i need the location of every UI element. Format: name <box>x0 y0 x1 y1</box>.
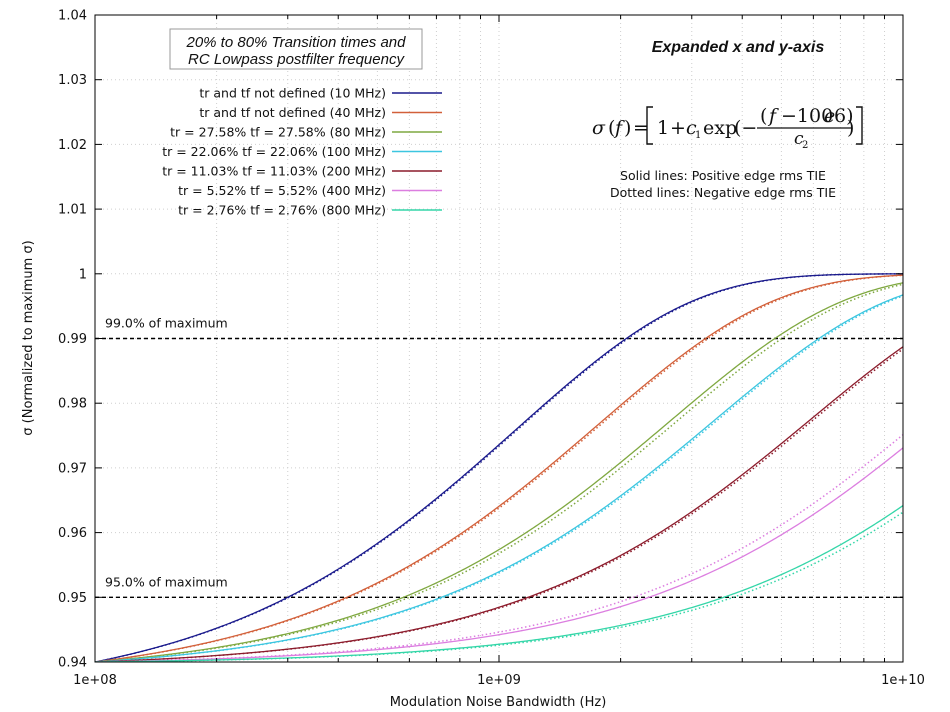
series-4-solid-line <box>95 294 903 662</box>
svg-text:(: ( <box>760 105 767 127</box>
legend-label: tr = 11.03% tf = 11.03% (200 MHz) <box>162 164 386 179</box>
svg-text:−100: −100 <box>781 105 833 127</box>
y-tick-label: 0.97 <box>58 461 87 476</box>
svg-text:σ: σ <box>592 117 606 139</box>
svg-text:e: e <box>824 105 835 127</box>
y-tick-label: 0.96 <box>58 526 87 541</box>
svg-text:f: f <box>767 105 779 127</box>
reference-line-label: 99.0% of maximum <box>105 316 228 331</box>
y-tick-label: 0.99 <box>58 332 87 347</box>
equation: σ ( f ) = 1 + c 1 exp (− ( f −100 e 6) c… <box>592 105 863 151</box>
y-tick-label: 0.94 <box>58 656 87 671</box>
note-solid-lines: Solid lines: Positive edge rms TIE <box>620 168 826 183</box>
series-curves <box>95 273 903 662</box>
series-2-solid-line <box>95 274 903 662</box>
svg-text:c: c <box>686 117 697 139</box>
y-tick-label: 1.03 <box>58 73 87 88</box>
y-tick-label: 1.01 <box>58 203 87 218</box>
y-tick-label: 0.98 <box>58 397 87 412</box>
svg-text:): ) <box>847 117 854 139</box>
svg-text:+: + <box>670 117 686 139</box>
x-axis-label: Modulation Noise Bandwidth (Hz) <box>390 695 607 710</box>
svg-text:(: ( <box>608 117 615 139</box>
y-tick-label: 1 <box>79 267 87 282</box>
legend-label: tr = 27.58% tf = 27.58% (80 MHz) <box>170 125 386 140</box>
legend-label: tr = 22.06% tf = 22.06% (100 MHz) <box>162 144 386 159</box>
series-7-dotted-line <box>95 511 903 662</box>
series-6-solid-line <box>95 447 903 662</box>
axis-ticks: 0.94 0.95 0.96 0.97 0.98 0.99 1 1.01 1.02 1.03 1.0… <box>58 9 925 689</box>
y-tick-label: 1.04 <box>58 9 87 24</box>
series-4-dotted-line <box>95 295 903 662</box>
svg-text:(−: (− <box>734 117 757 139</box>
legend-label: tr and tf not defined (40 MHz) <box>199 105 386 120</box>
legend: tr and tf not defined (10 MHz) tr and tf … <box>162 86 442 218</box>
svg-text:f: f <box>613 117 625 139</box>
box-title-line-2: RC Lowpass postfilter frequency <box>188 51 405 68</box>
legend-label: tr = 2.76% tf = 2.76% (800 MHz) <box>178 203 386 218</box>
x-tick-label: 1e+10 <box>881 673 925 688</box>
chart-title: Expanded x and y-axis <box>652 39 825 56</box>
reference-lines: 99.0% of maximum 95.0% of maximum <box>95 316 903 598</box>
note-dotted-lines: Dotted lines: Negative edge rms TIE <box>610 185 836 200</box>
y-axis-label: σ (Normalized to maximum σ) <box>21 240 36 435</box>
svg-text:=: = <box>633 117 649 139</box>
series-5-solid-line <box>95 346 903 662</box>
box-title-line-1: 20% to 80% Transition times and <box>185 34 406 51</box>
svg-text:c: c <box>794 129 804 149</box>
series-7-solid-line <box>95 505 903 662</box>
svg-text:6): 6) <box>834 105 854 127</box>
reference-line-label: 95.0% of maximum <box>105 574 228 589</box>
svg-text:): ) <box>624 117 631 139</box>
legend-label: tr and tf not defined (10 MHz) <box>199 86 386 101</box>
series-3-dotted-line <box>95 283 903 662</box>
svg-text:exp: exp <box>703 117 737 139</box>
grid <box>95 15 903 662</box>
series-5-dotted-line <box>95 348 903 662</box>
series-3-solid-line <box>95 282 903 662</box>
y-tick-label: 0.95 <box>58 591 87 606</box>
box-title-frame <box>169 28 423 70</box>
svg-text:1: 1 <box>695 130 701 141</box>
svg-text:2: 2 <box>802 140 808 151</box>
legend-label: tr = 5.52% tf = 5.52% (400 MHz) <box>178 183 386 198</box>
series-1-solid-line <box>95 273 903 662</box>
x-tick-label: 1e+09 <box>477 673 521 688</box>
y-tick-label: 1.02 <box>58 138 87 153</box>
svg-text:1: 1 <box>657 117 669 139</box>
x-tick-label: 1e+08 <box>73 673 117 688</box>
